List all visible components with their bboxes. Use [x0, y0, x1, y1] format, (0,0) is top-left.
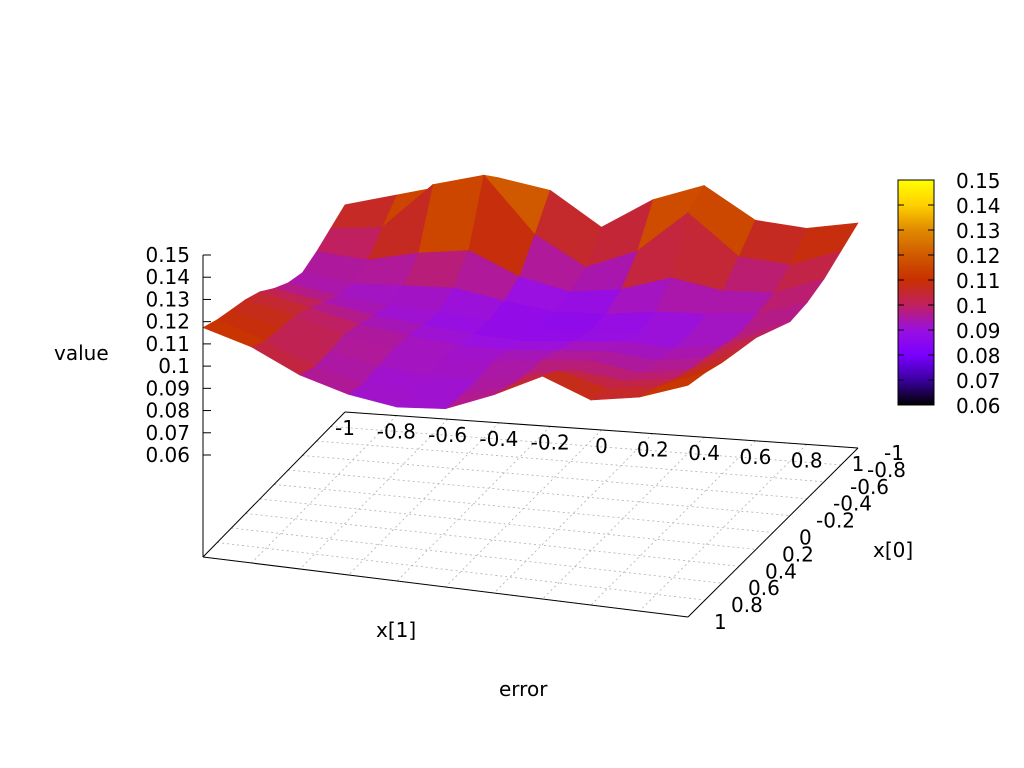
z-tick-label: 0.13	[145, 287, 190, 311]
grid-line-x0	[231, 527, 723, 584]
grid-line-x0	[273, 484, 774, 533]
grid-line-x0	[217, 542, 706, 601]
x0-tick-label: 0.2	[782, 542, 814, 566]
surface-patch	[396, 393, 462, 410]
base-edge	[202, 556, 689, 618]
colorbar-tick-label: 0.06	[956, 394, 1001, 418]
colorbar-tick-label: 0.15	[956, 169, 1001, 193]
x0-tick-label: 0.6	[748, 576, 780, 600]
z-tick-label: 0.06	[145, 443, 190, 467]
base-edge	[687, 447, 859, 618]
x0-tick-label: -0.4	[833, 492, 872, 516]
z-tick-label: 0.15	[145, 243, 190, 267]
z-tick-label: 0.11	[145, 332, 190, 356]
colorbar-gradient	[897, 179, 935, 406]
colorbar-tick-label: 0.14	[956, 194, 1001, 218]
grid-line-x1	[639, 444, 807, 612]
z-tick-label: 0.14	[145, 265, 190, 289]
x1-tick-label: 1	[852, 452, 865, 476]
grid-line-x0	[330, 426, 842, 466]
base-edge	[344, 411, 859, 449]
x1-tick-label: -1	[335, 416, 355, 440]
z-tick-label: 0.08	[145, 399, 190, 423]
x1-tick-label: 0.8	[791, 448, 823, 472]
x0-tick-label: 0.4	[765, 559, 797, 583]
colorbar-tick-label: 0.1	[956, 294, 988, 318]
colorbar: 0.150.140.130.120.110.10.090.080.070.06	[897, 169, 1001, 418]
grid-line-x0	[245, 513, 740, 567]
x0-tick-label: -1	[884, 441, 904, 465]
x0-tick-label: -0.2	[816, 509, 855, 533]
base-grid	[202, 411, 859, 618]
colorbar-tick-label: 0.12	[956, 244, 1001, 268]
x0-tick-label: 1	[714, 610, 727, 634]
x1-tick-label: -0.8	[377, 420, 416, 444]
colorbar-tick-label: 0.09	[956, 319, 1001, 343]
grid-line-x0	[288, 469, 791, 516]
chart-title: error	[499, 677, 548, 701]
x1-tick-label: 0.6	[739, 445, 771, 469]
z-axis-label: value	[54, 341, 109, 365]
x1-tick-label: 0.4	[688, 441, 720, 465]
axes: 0.150.140.130.120.110.10.090.080.070.06 -…	[145, 243, 906, 634]
grid-line-x1	[542, 436, 705, 600]
x0-tick-label: 0.8	[731, 593, 763, 617]
colorbar-tick-label: 0.07	[956, 369, 1001, 393]
surface-mesh	[202, 174, 859, 410]
colorbar-tick-label: 0.11	[956, 269, 1001, 293]
y-axis-label: x[0]	[873, 538, 913, 562]
surface-patch	[589, 386, 658, 401]
z-tick-label: 0.12	[145, 310, 190, 334]
x1-tick-label: -0.6	[428, 423, 467, 447]
base-edge	[202, 411, 346, 558]
x0-tick-label: 0	[799, 526, 812, 550]
colorbar-tick-label: 0.08	[956, 344, 1001, 368]
grid-line-x0	[259, 498, 757, 550]
z-tick-label: 0.1	[158, 354, 190, 378]
x0-tick-label: -0.6	[850, 475, 889, 499]
x1-tick-label: 0	[595, 434, 608, 458]
x1-tick-label: 0.2	[637, 438, 669, 462]
x-axis-label: x[1]	[376, 618, 416, 642]
x0-tick-label: -0.8	[867, 458, 906, 482]
colorbar-tick-label: 0.13	[956, 219, 1001, 243]
grid-line-x1	[396, 426, 551, 582]
x1-tick-label: -0.2	[531, 430, 570, 454]
x1-tick-label: -0.4	[479, 427, 518, 451]
z-tick-label: 0.09	[145, 376, 190, 400]
z-tick-label: 0.07	[145, 421, 190, 445]
